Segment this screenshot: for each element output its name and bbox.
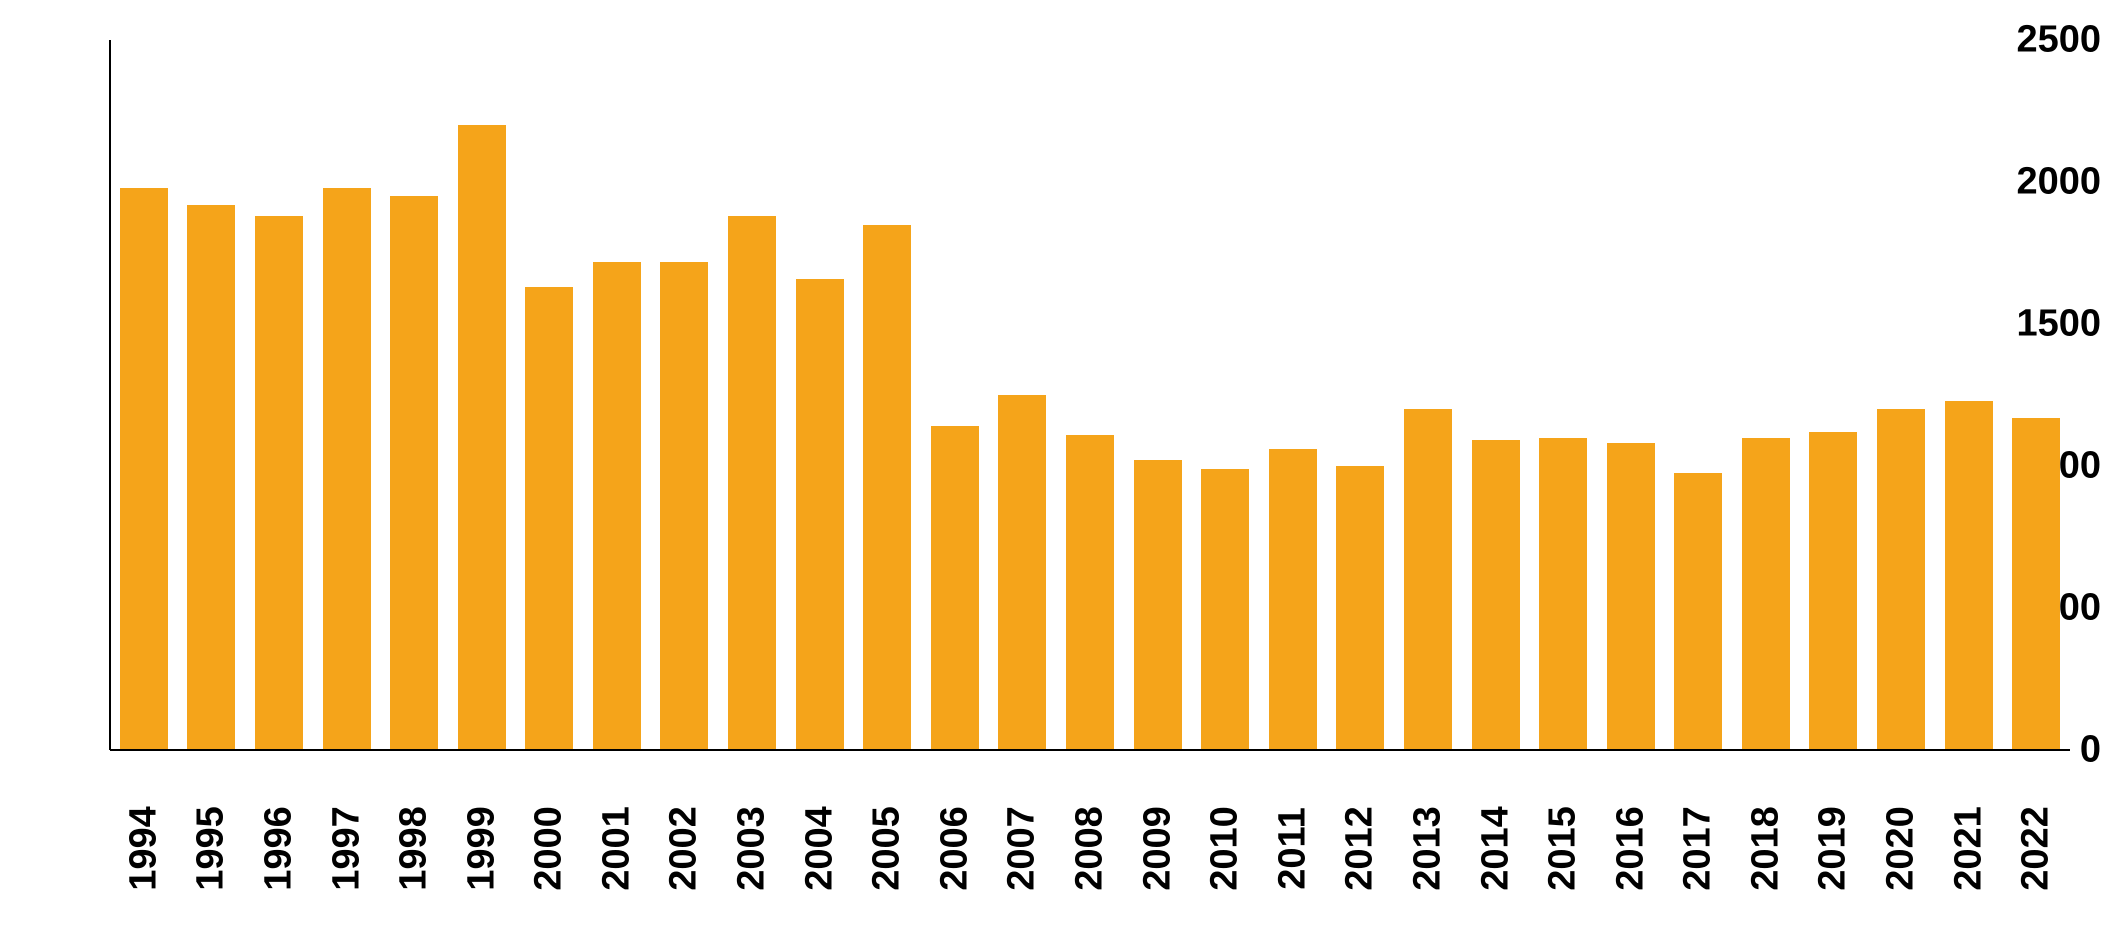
bar [1945, 401, 1993, 750]
bar [931, 426, 979, 750]
bar [525, 287, 573, 750]
bar [120, 188, 168, 750]
x-tick-label: 2001 [595, 806, 638, 891]
bar [593, 262, 641, 750]
x-tick-label: 2008 [1069, 806, 1112, 891]
x-tick-label: 2002 [663, 806, 706, 891]
bar [1539, 438, 1587, 750]
bar [458, 125, 506, 750]
y-axis-line [109, 40, 111, 750]
x-tick-label: 1998 [393, 806, 436, 891]
bar [998, 395, 1046, 750]
bar [1201, 469, 1249, 750]
x-tick-label: 2007 [1001, 806, 1044, 891]
bar [2012, 418, 2060, 750]
x-tick-label: 1994 [122, 806, 165, 891]
x-tick-label: 2018 [1744, 806, 1787, 891]
x-tick-label: 2017 [1677, 806, 1720, 891]
bar [796, 279, 844, 750]
x-tick-label: 2009 [1136, 806, 1179, 891]
x-tick-label: 2003 [731, 806, 774, 891]
x-tick-label: 2016 [1609, 806, 1652, 891]
x-tick-label: 1995 [190, 806, 233, 891]
bar [1472, 440, 1520, 750]
bar [863, 225, 911, 750]
bar [728, 216, 776, 750]
bar [1066, 435, 1114, 750]
x-tick-label: 2005 [866, 806, 909, 891]
x-tick-label: 2013 [1406, 806, 1449, 891]
bar [1674, 473, 1722, 750]
bar [1269, 449, 1317, 750]
plot-area [110, 40, 2070, 750]
bar [1877, 409, 1925, 750]
bar [390, 196, 438, 750]
x-tick-label: 2010 [1204, 806, 1247, 891]
bar-chart: 05001000150020002500 1994199519961997199… [0, 0, 2101, 946]
x-tick-label: 2006 [933, 806, 976, 891]
x-tick-label: 2011 [1271, 807, 1314, 889]
bar [1809, 432, 1857, 750]
bar [1134, 460, 1182, 750]
bar [187, 205, 235, 750]
x-tick-label: 2004 [798, 806, 841, 891]
x-tick-label: 2012 [1339, 806, 1382, 891]
bar [1404, 409, 1452, 750]
x-tick-label: 2020 [1880, 806, 1923, 891]
x-tick-label: 1996 [257, 806, 300, 891]
x-tick-label: 2015 [1542, 806, 1585, 891]
bar [1742, 438, 1790, 750]
x-tick-label: 2000 [528, 806, 571, 891]
x-tick-label: 2014 [1474, 806, 1517, 891]
x-tick-label: 2022 [2015, 806, 2058, 891]
bar [255, 216, 303, 750]
bar [1336, 466, 1384, 750]
bar [1607, 443, 1655, 750]
x-axis-line [110, 749, 2070, 751]
x-tick-label: 1999 [460, 806, 503, 891]
x-tick-label: 1997 [325, 806, 368, 891]
bar [660, 262, 708, 750]
bar [323, 188, 371, 750]
x-tick-label: 2019 [1812, 806, 1855, 891]
x-tick-label: 2021 [1947, 806, 1990, 891]
